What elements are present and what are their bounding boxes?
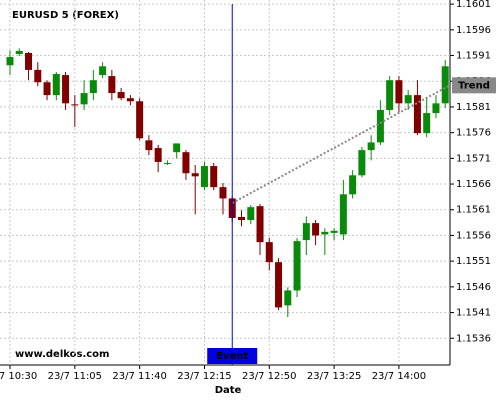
x-tick-label: 23/7 12:15 [177, 371, 231, 382]
y-tick-label: 1.1561 [456, 205, 491, 216]
x-tick-label: 23/7 12:50 [242, 371, 296, 382]
candle-body [62, 75, 70, 104]
candle-body [247, 207, 255, 221]
candle-body [136, 101, 144, 139]
candle-body [395, 80, 403, 104]
candle-body [154, 148, 162, 162]
candle-body [432, 103, 440, 114]
candle-body [423, 113, 431, 134]
event-label: Event [216, 351, 248, 362]
y-tick-label: 1.1536 [456, 333, 491, 344]
candle-body [238, 216, 245, 221]
x-tick-label: 23/7 13:25 [307, 371, 361, 382]
candle-body [6, 57, 14, 66]
candle-body [321, 231, 329, 235]
y-tick-label: 1.1581 [456, 102, 491, 113]
y-tick-label: 1.1596 [456, 25, 491, 36]
candle-body [71, 104, 79, 106]
candle-body [404, 95, 412, 104]
y-tick-label: 1.1546 [456, 282, 491, 293]
candle-body [358, 150, 366, 176]
candle-body [117, 92, 125, 99]
candle-body [441, 66, 449, 104]
candle-body [349, 175, 357, 195]
candle-body [173, 143, 181, 153]
y-tick-label: 1.1541 [456, 308, 491, 319]
candle-body [43, 82, 51, 96]
candle-body [200, 166, 208, 188]
candle-body [89, 80, 97, 94]
candle-body [367, 142, 375, 151]
candle-body [302, 223, 310, 241]
candle-body [25, 52, 33, 70]
y-tick-label: 1.1551 [456, 256, 491, 267]
trend-label-box [452, 77, 496, 94]
chart-title: EURUSD 5 (FOREX) [12, 10, 119, 21]
trend-line [231, 84, 451, 204]
x-tick-label: 23/7 11:40 [112, 371, 166, 382]
candle-body [265, 242, 273, 263]
trend-label: Trend [458, 80, 490, 91]
event-label-box [207, 348, 258, 364]
candle-body [293, 241, 301, 291]
x-tick-label: 23/7 10:30 [0, 371, 37, 382]
candle-body [339, 194, 347, 235]
watermark: www.delkos.com [15, 349, 109, 360]
candle-body [275, 262, 283, 308]
candle-body [191, 173, 199, 177]
candle-body [34, 69, 42, 83]
candle-body [330, 230, 338, 233]
y-tick-label: 1.1556 [456, 230, 491, 241]
y-tick-label: 1.1601 [456, 0, 491, 10]
candle-body [80, 93, 88, 105]
candle-body [15, 50, 23, 54]
candle-body [219, 187, 227, 199]
candle-body [182, 152, 190, 174]
y-tick-label: 1.1566 [456, 179, 491, 190]
candle-body [386, 80, 394, 111]
candle-body [210, 166, 218, 188]
candle-body [256, 206, 264, 243]
candle-body [108, 76, 116, 94]
candle-body [52, 74, 60, 96]
x-tick-label: 23/7 14:00 [372, 371, 426, 382]
candle-body [145, 140, 153, 151]
candle-body [312, 223, 320, 236]
y-tick-label: 1.1576 [456, 128, 491, 139]
candle-body [413, 95, 421, 134]
candle-body [376, 110, 384, 143]
candle-body [126, 98, 134, 102]
y-tick-label: 1.1571 [456, 153, 491, 164]
x-axis-title: Date [215, 385, 242, 396]
y-tick-label: 1.1591 [456, 51, 491, 62]
x-tick-label: 23/7 11:05 [48, 371, 102, 382]
candle-body [163, 162, 171, 164]
candle-body [284, 290, 292, 306]
candle-body [99, 66, 107, 76]
